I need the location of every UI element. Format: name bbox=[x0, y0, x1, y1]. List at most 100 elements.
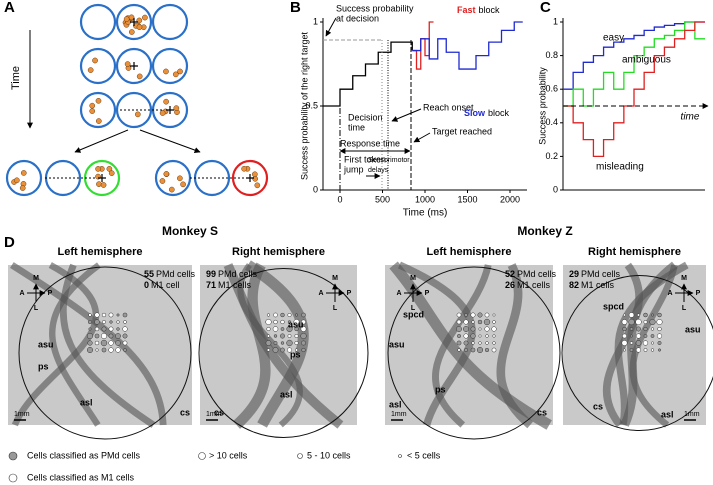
site bbox=[635, 347, 642, 353]
annotation: Success probability bbox=[336, 3, 414, 13]
legend-name: Fast bbox=[457, 5, 476, 15]
site bbox=[629, 341, 634, 345]
cross bbox=[130, 62, 138, 70]
compass-label: L bbox=[682, 305, 687, 312]
token bbox=[163, 68, 169, 75]
count-label: M1 cells bbox=[218, 280, 252, 290]
site bbox=[456, 312, 462, 318]
site bbox=[656, 333, 663, 339]
panel-a bbox=[5, 3, 269, 197]
x-tick-label: 0 bbox=[337, 194, 342, 204]
step-line bbox=[563, 21, 705, 90]
annotation: Reach onset bbox=[423, 102, 474, 112]
x-tick-label: 2000 bbox=[500, 194, 520, 204]
site bbox=[287, 334, 292, 338]
vessel bbox=[432, 264, 492, 428]
site bbox=[629, 348, 634, 352]
sulcus-label: spcd bbox=[603, 301, 624, 311]
annotation: at decision bbox=[336, 13, 379, 23]
site bbox=[657, 326, 662, 332]
x-axis-label: Time (ms) bbox=[403, 208, 448, 219]
token bbox=[136, 24, 143, 31]
site bbox=[478, 334, 482, 338]
chamber bbox=[198, 268, 369, 438]
token bbox=[96, 181, 102, 187]
site bbox=[657, 341, 662, 345]
cell-count: 99 PMd cells bbox=[206, 269, 258, 279]
chamber bbox=[561, 275, 713, 431]
site bbox=[272, 326, 279, 332]
sulcus-label: asl bbox=[661, 409, 674, 419]
site bbox=[470, 347, 476, 353]
site bbox=[643, 334, 648, 338]
site bbox=[101, 347, 107, 353]
site bbox=[94, 333, 100, 339]
y-tick-label: 0.4 bbox=[545, 117, 558, 127]
cell-count: 26 M1 cells bbox=[505, 280, 551, 290]
token bbox=[100, 182, 107, 188]
panel-label: B bbox=[290, 0, 301, 16]
sulcus-label: asu bbox=[38, 339, 54, 349]
site bbox=[657, 348, 662, 352]
legend-entry: Fast block bbox=[457, 5, 500, 15]
site bbox=[630, 334, 633, 338]
site bbox=[86, 346, 94, 354]
legend-swatch bbox=[297, 453, 303, 459]
site bbox=[294, 313, 299, 317]
count: 55 bbox=[144, 269, 154, 279]
site bbox=[300, 326, 307, 332]
vessel bbox=[11, 262, 99, 427]
y-tick-label: 0.6 bbox=[545, 84, 558, 94]
y-axis-label: Success probability of the right target bbox=[299, 31, 309, 180]
site bbox=[123, 348, 127, 352]
site bbox=[463, 326, 469, 332]
site bbox=[478, 327, 482, 331]
site bbox=[280, 312, 285, 318]
sulcus-label: cs bbox=[593, 401, 603, 411]
token bbox=[95, 118, 102, 124]
sulcus-label: asu bbox=[389, 339, 405, 349]
site bbox=[87, 319, 93, 325]
token bbox=[168, 186, 175, 193]
compass-label: M bbox=[332, 275, 338, 282]
site bbox=[635, 340, 642, 346]
site bbox=[491, 347, 497, 353]
site bbox=[657, 312, 662, 318]
site bbox=[492, 313, 496, 317]
legend-text: > 10 cells bbox=[209, 450, 248, 460]
vessel bbox=[397, 261, 476, 427]
x-tick-label: 500 bbox=[375, 194, 390, 204]
site bbox=[301, 319, 306, 325]
step-line bbox=[412, 21, 523, 70]
site bbox=[622, 326, 627, 332]
site bbox=[471, 320, 475, 324]
site bbox=[643, 312, 648, 318]
sulcus-label: cs bbox=[214, 407, 224, 417]
site bbox=[643, 326, 648, 332]
site bbox=[456, 319, 462, 325]
vessel bbox=[223, 263, 344, 429]
site bbox=[470, 326, 476, 332]
vessel bbox=[59, 263, 156, 428]
count-label: M1 cell bbox=[151, 280, 180, 290]
token bbox=[128, 29, 135, 35]
site bbox=[273, 334, 278, 338]
site bbox=[273, 319, 278, 325]
y-tick-label: 1 bbox=[553, 16, 558, 26]
cell-count: 29 PMd cells bbox=[569, 269, 621, 279]
token bbox=[108, 170, 115, 176]
y-tick-label: 1 bbox=[313, 16, 318, 26]
compass-label: P bbox=[696, 290, 701, 297]
site bbox=[286, 347, 293, 353]
x-tick-label: 1000 bbox=[415, 194, 435, 204]
compass-label: L bbox=[411, 305, 416, 312]
site bbox=[280, 341, 285, 345]
count: 29 bbox=[569, 269, 579, 279]
site bbox=[301, 312, 306, 318]
site bbox=[280, 319, 285, 325]
sulcus-label: asu bbox=[685, 324, 701, 334]
token bbox=[136, 73, 143, 80]
compass bbox=[675, 284, 693, 302]
legend-text: Cells classified as PMd cells bbox=[27, 450, 141, 460]
